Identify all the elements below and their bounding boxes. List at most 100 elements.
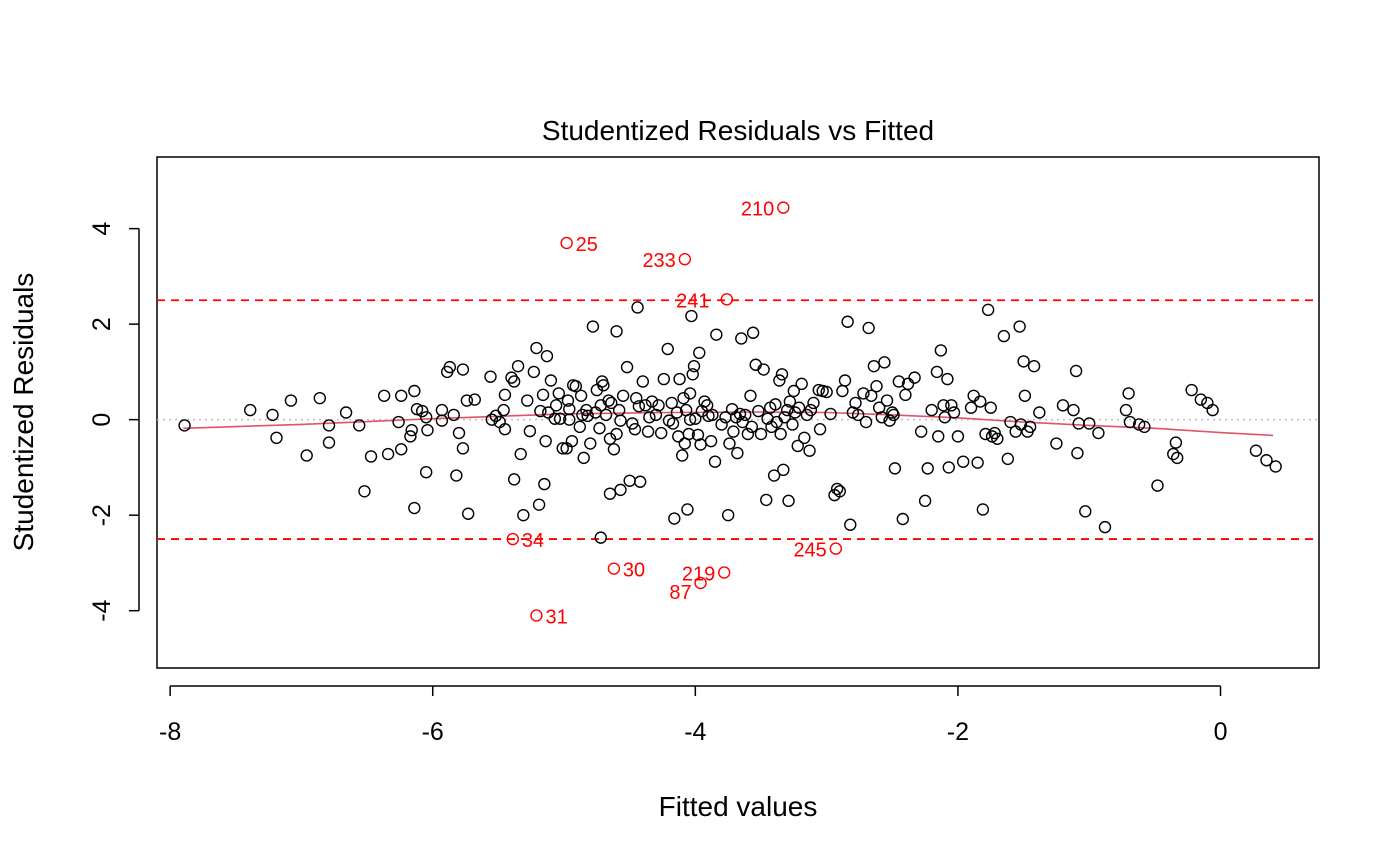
data-point — [244, 403, 257, 417]
data-point — [507, 473, 521, 486]
data-point — [791, 439, 804, 453]
x-axis-label: Fitted values — [659, 791, 818, 822]
data-point — [574, 389, 588, 402]
outlier-label: 25 — [576, 234, 598, 256]
data-point — [921, 462, 934, 475]
data-point — [1201, 396, 1214, 410]
data-point — [1018, 389, 1032, 402]
outlier-point — [718, 566, 731, 579]
data-point — [715, 418, 728, 431]
data-point — [614, 483, 627, 497]
data-point — [580, 403, 593, 417]
data-point — [782, 494, 795, 508]
data-point — [485, 413, 499, 426]
data-point — [358, 485, 371, 498]
y-tick-label: 4 — [88, 222, 116, 236]
chart-title: Studentized Residuals vs Fitted — [542, 115, 934, 146]
data-point — [460, 394, 474, 407]
data-point — [548, 412, 562, 425]
data-point — [377, 389, 391, 402]
data-point — [447, 408, 460, 422]
data-point — [769, 398, 782, 411]
data-point — [561, 394, 575, 407]
data-point — [974, 395, 987, 408]
outlier-label: 31 — [545, 606, 567, 628]
x-tick-label: 0 — [1214, 718, 1228, 746]
outlier-label: 30 — [623, 560, 645, 582]
data-point — [1206, 403, 1219, 417]
data-point — [1069, 364, 1083, 378]
data-point — [1151, 479, 1164, 492]
data-point — [569, 380, 583, 393]
data-point — [632, 400, 646, 413]
data-point — [844, 518, 857, 531]
data-point — [1072, 417, 1085, 430]
data-point — [284, 394, 298, 407]
data-point — [610, 427, 623, 441]
data-point — [1167, 447, 1180, 461]
data-point — [468, 393, 481, 406]
x-tick-label: -4 — [684, 718, 706, 746]
data-point — [538, 477, 551, 491]
outlier-label: 210 — [741, 199, 774, 221]
data-point — [686, 368, 699, 381]
data-point — [865, 389, 878, 402]
data-point — [746, 326, 760, 339]
data-point — [964, 401, 978, 414]
data-point — [689, 412, 702, 425]
data-point — [364, 450, 378, 463]
data-point — [630, 391, 643, 405]
data-point — [777, 463, 790, 477]
data-point — [875, 411, 888, 424]
outlier-label: 233 — [642, 250, 675, 272]
data-point — [887, 408, 900, 422]
data-point — [395, 443, 408, 456]
data-point — [757, 363, 770, 376]
data-point — [851, 408, 865, 422]
data-point — [498, 423, 512, 436]
outlier-point — [607, 562, 621, 575]
data-point — [786, 418, 799, 431]
data-point — [443, 360, 456, 374]
data-point — [563, 402, 576, 416]
data-point — [1194, 393, 1208, 406]
data-point — [685, 309, 698, 323]
y-tick-label: -4 — [88, 599, 116, 621]
data-point — [908, 371, 921, 384]
data-point — [833, 485, 846, 498]
data-point — [896, 512, 909, 526]
data-point — [878, 356, 891, 369]
data-point — [521, 394, 534, 407]
data-point — [859, 415, 873, 429]
data-point — [683, 387, 697, 400]
data-point — [405, 423, 418, 437]
data-point — [416, 404, 429, 418]
data-point — [610, 325, 623, 338]
data-point — [820, 385, 833, 399]
data-point — [773, 374, 786, 387]
data-point — [706, 408, 719, 422]
data-point — [514, 447, 527, 461]
data-point — [930, 365, 944, 379]
data-point — [489, 409, 502, 423]
data-point — [641, 425, 655, 438]
data-point — [456, 442, 470, 455]
data-point — [313, 391, 327, 405]
data-point — [849, 396, 862, 410]
data-point — [1170, 451, 1184, 465]
data-point — [652, 399, 665, 412]
x-tick-label: -8 — [159, 718, 181, 746]
data-point — [870, 380, 883, 393]
data-point — [322, 436, 336, 449]
data-point — [824, 407, 837, 421]
data-point — [787, 384, 801, 398]
data-point — [892, 375, 906, 388]
data-point — [888, 462, 902, 475]
outlier-point — [530, 609, 543, 622]
data-point — [880, 394, 894, 407]
data-point — [392, 415, 405, 429]
data-point — [597, 379, 610, 392]
data-point — [1169, 436, 1183, 449]
data-point — [1079, 505, 1092, 518]
